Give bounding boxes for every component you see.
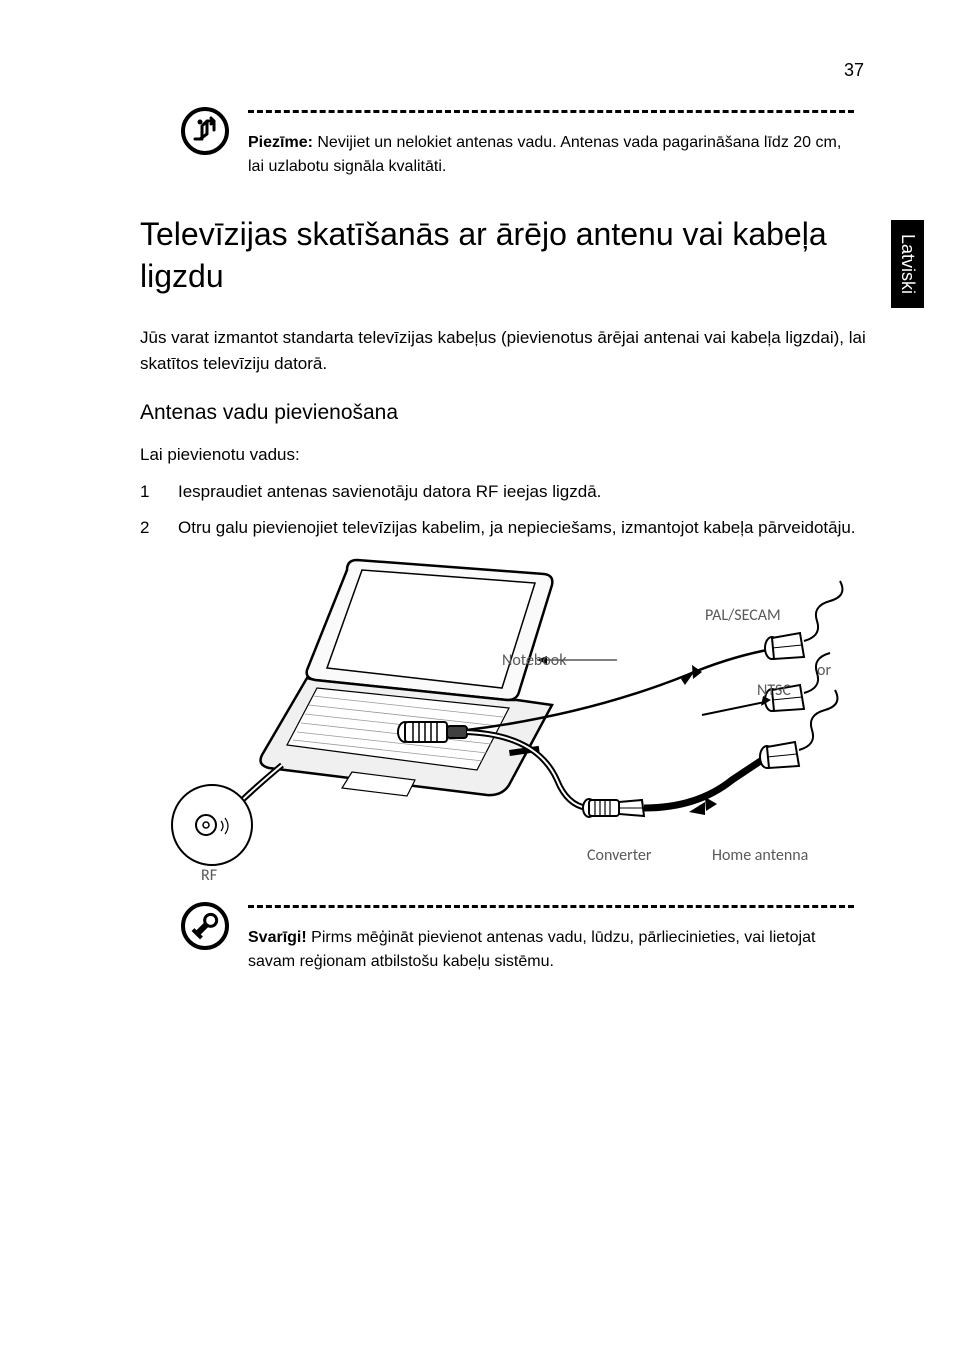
body-paragraph: Jūs varat izmantot standarta televīzijas…: [140, 325, 874, 376]
important-icon: [180, 901, 230, 956]
svg-text:Converter: Converter: [587, 846, 652, 865]
important-divider: [248, 905, 854, 908]
svg-text:Home antenna: Home antenna: [712, 846, 808, 865]
connector-jack-icon: [398, 722, 467, 742]
list-intro: Lai pievienotu vadus:: [140, 445, 874, 465]
svg-text:RF: RF: [201, 866, 217, 880]
cable-converter-to-antenna: [644, 760, 762, 815]
pal-secam-plug-icon: PAL/SECAM or: [705, 581, 842, 680]
note-divider: [248, 110, 854, 113]
svg-text:PAL/SECAM: PAL/SECAM: [705, 606, 781, 625]
notebook-label: Notebook: [502, 651, 617, 670]
svg-text:or: or: [817, 661, 831, 680]
step-text: Iespraudiet antenas savienotāju datora R…: [178, 479, 601, 505]
section-title: Televīzijas skatīšanās ar ārējo antenu v…: [140, 214, 874, 297]
page-number: 37: [844, 60, 864, 81]
subsection-title: Antenas vadu pievienošana: [140, 401, 874, 425]
svg-text:NTSC: NTSC: [757, 681, 791, 700]
connection-diagram: Notebook RF: [157, 550, 857, 885]
note-icon: [180, 106, 230, 161]
svg-text:Notebook: Notebook: [502, 651, 567, 670]
converter-icon: Converter: [583, 799, 652, 865]
language-tab: Latviski: [891, 220, 924, 308]
step-number: 2: [140, 515, 178, 541]
step-number: 1: [140, 479, 178, 505]
important-block: Svarīgi! Pirms mēģināt pievienot antenas…: [140, 905, 874, 974]
important-text: Svarīgi! Pirms mēģināt pievienot antenas…: [248, 926, 854, 974]
note-block: Piezīme: Nevijiet un nelokiet antenas va…: [140, 110, 874, 179]
note-text: Piezīme: Nevijiet un nelokiet antenas va…: [248, 131, 854, 179]
steps-list: 1 Iespraudiet antenas savienotāju datora…: [140, 479, 874, 540]
laptop-icon: [261, 560, 553, 796]
rf-connector-icon: RF: [172, 785, 252, 880]
list-item: 2 Otru galu pievienojiet televīzijas kab…: [140, 515, 874, 541]
step-text: Otru galu pievienojiet televīzijas kabel…: [178, 515, 856, 541]
list-item: 1 Iespraudiet antenas savienotāju datora…: [140, 479, 874, 505]
page-content: 37 Latviski Piezīme: Nevijiet un nelokie…: [0, 0, 954, 1034]
